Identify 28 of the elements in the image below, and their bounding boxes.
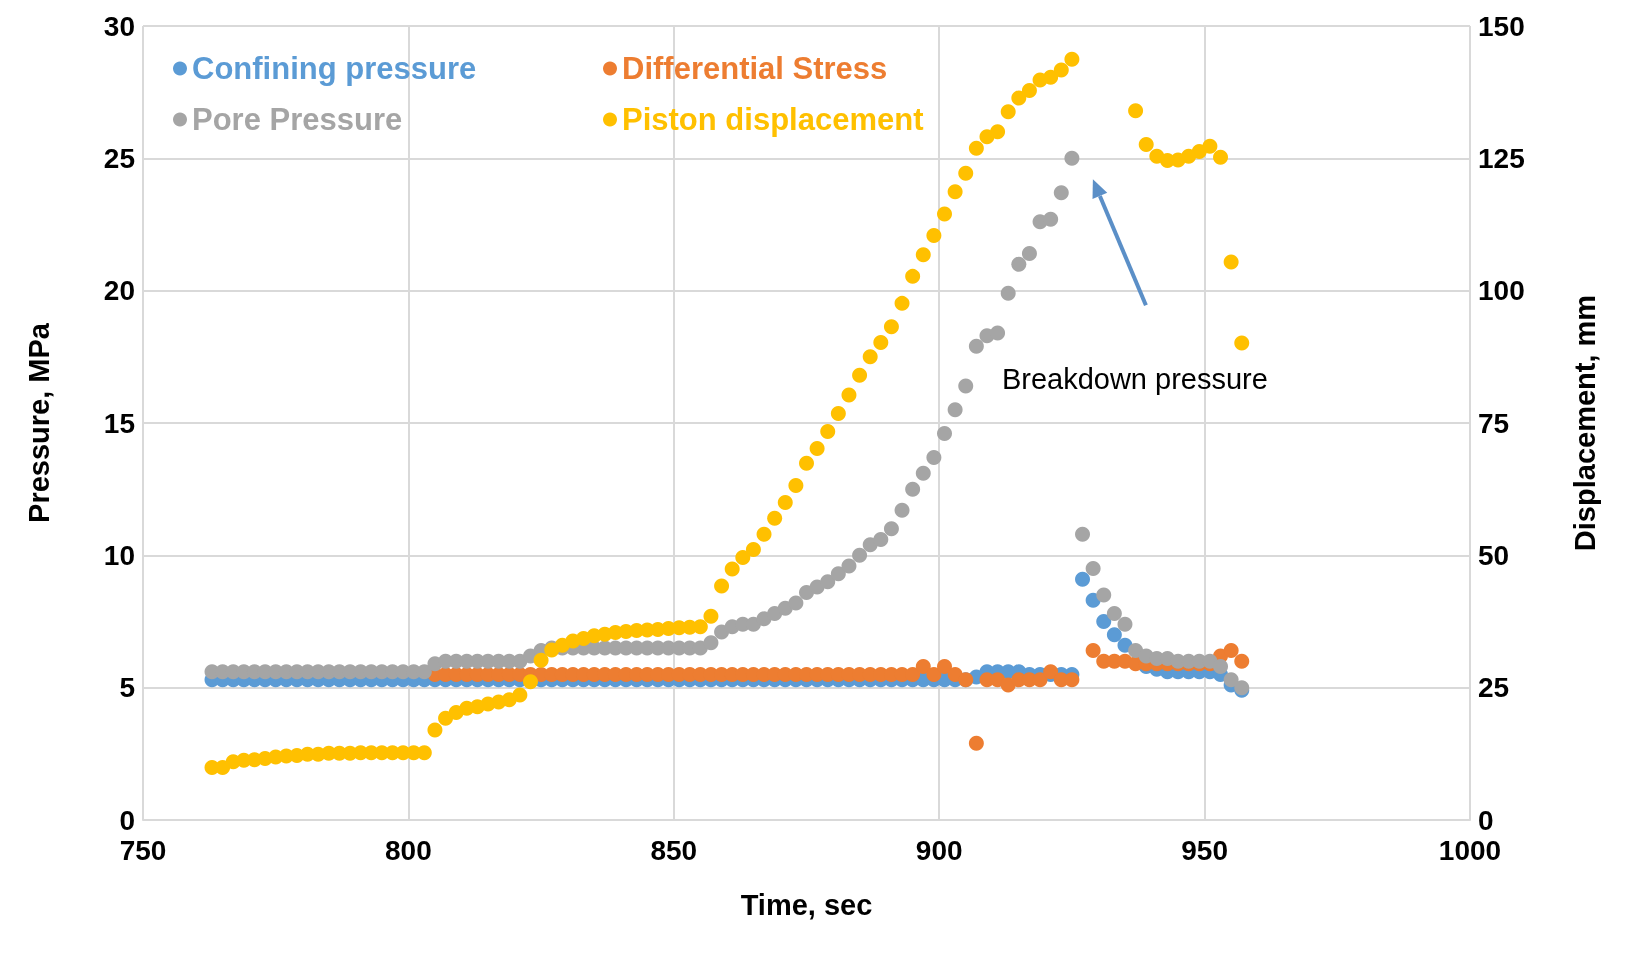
y2-tick-label: 125: [1478, 142, 1525, 174]
y2-tick-label: 25: [1478, 672, 1510, 704]
y2-tick-label: 100: [1478, 275, 1525, 307]
y-axis-title: Pressure, MPa: [22, 322, 55, 523]
y-tick-label: 25: [103, 142, 135, 174]
legend-label: Differential Stress: [622, 51, 888, 86]
y2-tick-label: 75: [1478, 407, 1510, 439]
x-tick-label: 900: [915, 834, 963, 866]
y-tick-label: 15: [103, 407, 135, 439]
x-axis-title: Time, sec: [740, 888, 873, 921]
x-tick-label: 850: [650, 834, 698, 866]
y2-tick-label: 150: [1478, 10, 1525, 42]
y2-tick-label: 50: [1478, 539, 1510, 571]
legend-label: Confining pressure: [192, 51, 477, 86]
y-tick-label: 30: [103, 10, 135, 42]
x-tick-label: 1000: [1438, 834, 1502, 866]
y-tick-label: 10: [103, 539, 135, 571]
x-tick-label: 750: [119, 834, 167, 866]
y2-tick-label: 0: [1478, 804, 1494, 836]
x-tick-label: 950: [1181, 834, 1228, 866]
y-tick-label: 20: [103, 275, 135, 307]
y2-axis-title: Displacement, mm: [1568, 294, 1601, 552]
y-tick-label: 5: [119, 672, 135, 704]
legend-label: Piston displacement: [622, 102, 924, 137]
y-tick-label: 0: [119, 804, 135, 836]
legend-label: Pore Pressure: [192, 102, 403, 137]
annotation: Breakdown pressure: [1001, 362, 1268, 395]
x-tick-label: 800: [385, 834, 432, 866]
